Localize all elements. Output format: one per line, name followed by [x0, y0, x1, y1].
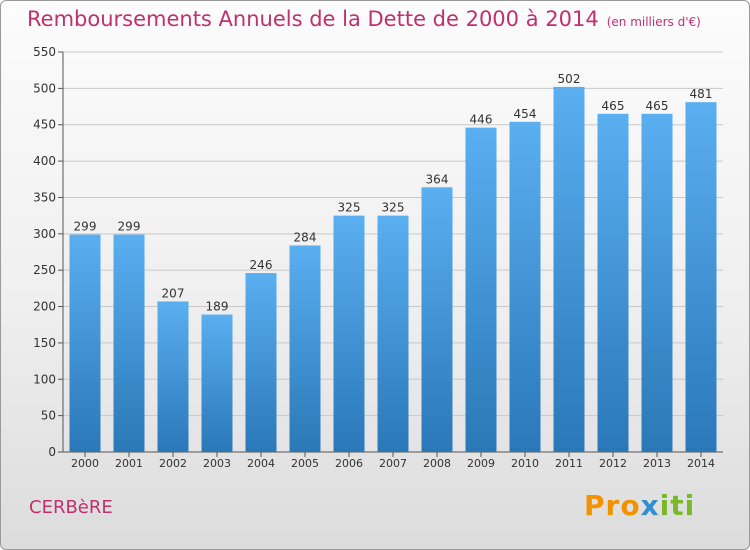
y-tick-label: 200: [33, 300, 56, 314]
commune-name: CERBèRE: [29, 497, 113, 518]
bar-value-label: 502: [558, 72, 581, 86]
bar-value-label: 207: [162, 286, 185, 300]
bar: [289, 245, 321, 452]
x-tick-label: 2000: [71, 457, 99, 470]
bar: [465, 127, 497, 453]
x-tick-label: 2010: [511, 457, 539, 470]
y-tick-label: 100: [33, 372, 56, 386]
logo-part-2: x: [640, 489, 660, 522]
x-tick-label: 2001: [115, 457, 143, 470]
bar-value-label: 465: [646, 99, 669, 113]
logo-part-3: iti: [659, 489, 696, 522]
bar: [421, 187, 453, 453]
chart-subtitle: (en milliers d'€): [606, 15, 701, 29]
y-tick-label: 150: [33, 336, 56, 350]
x-tick-label: 2002: [159, 457, 187, 470]
x-tick-label: 2005: [291, 457, 319, 470]
y-tick-label: 550: [33, 45, 56, 59]
bar-value-label: 364: [426, 172, 449, 186]
x-tick-label: 2009: [467, 457, 495, 470]
bar-value-label: 189: [206, 300, 229, 314]
bar-value-label: 284: [294, 230, 317, 244]
bar: [245, 273, 277, 452]
x-tick-label: 2004: [247, 457, 275, 470]
x-tick-label: 2008: [423, 457, 451, 470]
bar: [509, 121, 541, 453]
logo-part-1: Pro: [584, 489, 641, 522]
y-tick-label: 0: [48, 445, 56, 459]
x-tick-label: 2012: [599, 457, 627, 470]
y-tick-label: 400: [33, 154, 56, 168]
bar: [377, 215, 409, 452]
bar: [157, 301, 189, 452]
y-tick-label: 500: [33, 81, 56, 95]
bar: [113, 234, 145, 452]
bar-value-label: 446: [470, 113, 493, 127]
bar-value-label: 454: [514, 107, 537, 121]
y-tick-label: 250: [33, 263, 56, 277]
bar-value-label: 299: [118, 220, 141, 234]
y-tick-label: 350: [33, 190, 56, 204]
bar-value-label: 481: [690, 87, 713, 101]
proxiti-logo[interactable]: Proxiti: [584, 489, 695, 522]
y-tick-label: 50: [41, 409, 56, 423]
x-tick-label: 2006: [335, 457, 363, 470]
x-tick-label: 2013: [643, 457, 671, 470]
bar: [641, 113, 673, 453]
x-tick-label: 2007: [379, 457, 407, 470]
y-tick-label: 450: [33, 118, 56, 132]
bar-value-label: 246: [250, 258, 273, 272]
bar-value-label: 465: [602, 99, 625, 113]
bar-value-label: 325: [338, 201, 361, 215]
chart-title-text: Remboursements Annuels de la Dette de 20…: [27, 7, 599, 31]
bar: [333, 215, 365, 452]
x-tick-label: 2003: [203, 457, 231, 470]
chart-title: Remboursements Annuels de la Dette de 20…: [27, 7, 701, 31]
bar: [685, 102, 717, 452]
bar: [597, 113, 629, 453]
x-tick-label: 2011: [555, 457, 583, 470]
bar: [553, 86, 585, 452]
bar: [69, 234, 101, 452]
bar-value-label: 299: [74, 220, 97, 234]
x-tick-label: 2014: [687, 457, 715, 470]
bar: [201, 314, 233, 452]
y-tick-label: 300: [33, 227, 56, 241]
bar-value-label: 325: [382, 201, 405, 215]
